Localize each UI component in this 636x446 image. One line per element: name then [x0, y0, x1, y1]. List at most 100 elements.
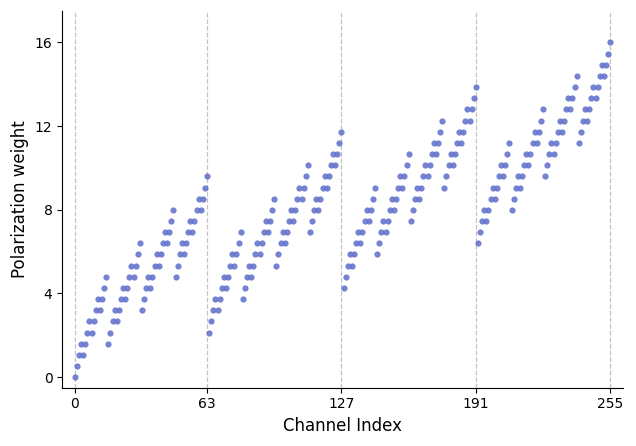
- Point: [137, 307, 147, 314]
- Point: [242, 273, 252, 281]
- Point: [356, 240, 366, 247]
- Point: [261, 217, 271, 224]
- Point: [217, 285, 227, 292]
- Point: [525, 150, 536, 157]
- Point: [267, 206, 277, 213]
- Point: [298, 184, 308, 191]
- Point: [280, 240, 290, 247]
- Point: [563, 95, 573, 102]
- Point: [206, 318, 216, 325]
- Point: [380, 228, 391, 235]
- Point: [343, 262, 353, 269]
- Point: [122, 285, 132, 292]
- Point: [103, 340, 113, 347]
- Point: [332, 150, 342, 157]
- Point: [456, 139, 466, 146]
- Point: [198, 195, 208, 202]
- Point: [502, 150, 513, 157]
- Point: [372, 251, 382, 258]
- Point: [532, 139, 542, 146]
- Point: [190, 217, 200, 224]
- Point: [347, 262, 357, 269]
- Point: [443, 161, 453, 169]
- Point: [378, 217, 389, 224]
- Point: [330, 161, 340, 169]
- Point: [187, 228, 197, 235]
- Point: [582, 117, 592, 124]
- Point: [467, 106, 477, 113]
- Point: [154, 262, 164, 269]
- Point: [359, 217, 370, 224]
- Point: [193, 195, 204, 202]
- Point: [80, 340, 90, 347]
- Point: [506, 206, 516, 213]
- Point: [416, 184, 426, 191]
- Point: [357, 228, 368, 235]
- Point: [246, 273, 256, 281]
- Point: [106, 329, 116, 336]
- Point: [353, 228, 363, 235]
- Point: [208, 307, 218, 314]
- Point: [335, 139, 345, 146]
- Point: [162, 240, 172, 247]
- Point: [406, 217, 416, 224]
- Point: [169, 206, 179, 213]
- Point: [553, 128, 563, 135]
- Point: [387, 195, 397, 202]
- Point: [429, 139, 439, 146]
- Point: [483, 206, 494, 213]
- Point: [74, 351, 84, 359]
- Point: [305, 228, 315, 235]
- Point: [452, 139, 462, 146]
- Point: [259, 228, 269, 235]
- Point: [345, 251, 355, 258]
- Point: [326, 161, 336, 169]
- Point: [151, 251, 162, 258]
- Point: [496, 161, 506, 169]
- Point: [385, 206, 395, 213]
- Point: [314, 206, 324, 213]
- Point: [393, 184, 403, 191]
- Point: [494, 173, 504, 180]
- Point: [116, 296, 126, 303]
- Point: [336, 128, 347, 135]
- Point: [439, 184, 450, 191]
- Point: [601, 61, 611, 68]
- Point: [408, 206, 418, 213]
- Point: [464, 117, 474, 124]
- Point: [515, 184, 525, 191]
- Point: [120, 296, 130, 303]
- Point: [450, 150, 460, 157]
- Point: [370, 184, 380, 191]
- Point: [263, 228, 273, 235]
- Point: [179, 251, 189, 258]
- Point: [229, 262, 239, 269]
- Point: [324, 173, 334, 180]
- Point: [595, 72, 605, 79]
- Point: [235, 228, 245, 235]
- Point: [509, 195, 519, 202]
- Point: [412, 184, 422, 191]
- Point: [191, 206, 202, 213]
- Point: [109, 307, 120, 314]
- Point: [435, 128, 445, 135]
- Point: [225, 262, 235, 269]
- Point: [519, 161, 529, 169]
- Point: [597, 61, 607, 68]
- Point: [576, 128, 586, 135]
- Point: [513, 173, 523, 180]
- Point: [317, 184, 328, 191]
- Point: [85, 318, 95, 325]
- Point: [593, 83, 603, 91]
- Point: [391, 195, 401, 202]
- Point: [114, 307, 124, 314]
- Point: [130, 262, 141, 269]
- Point: [540, 173, 550, 180]
- Point: [86, 329, 97, 336]
- Point: [183, 228, 193, 235]
- Point: [460, 117, 471, 124]
- Point: [252, 240, 263, 247]
- Point: [410, 195, 420, 202]
- Point: [219, 273, 229, 281]
- Point: [227, 251, 237, 258]
